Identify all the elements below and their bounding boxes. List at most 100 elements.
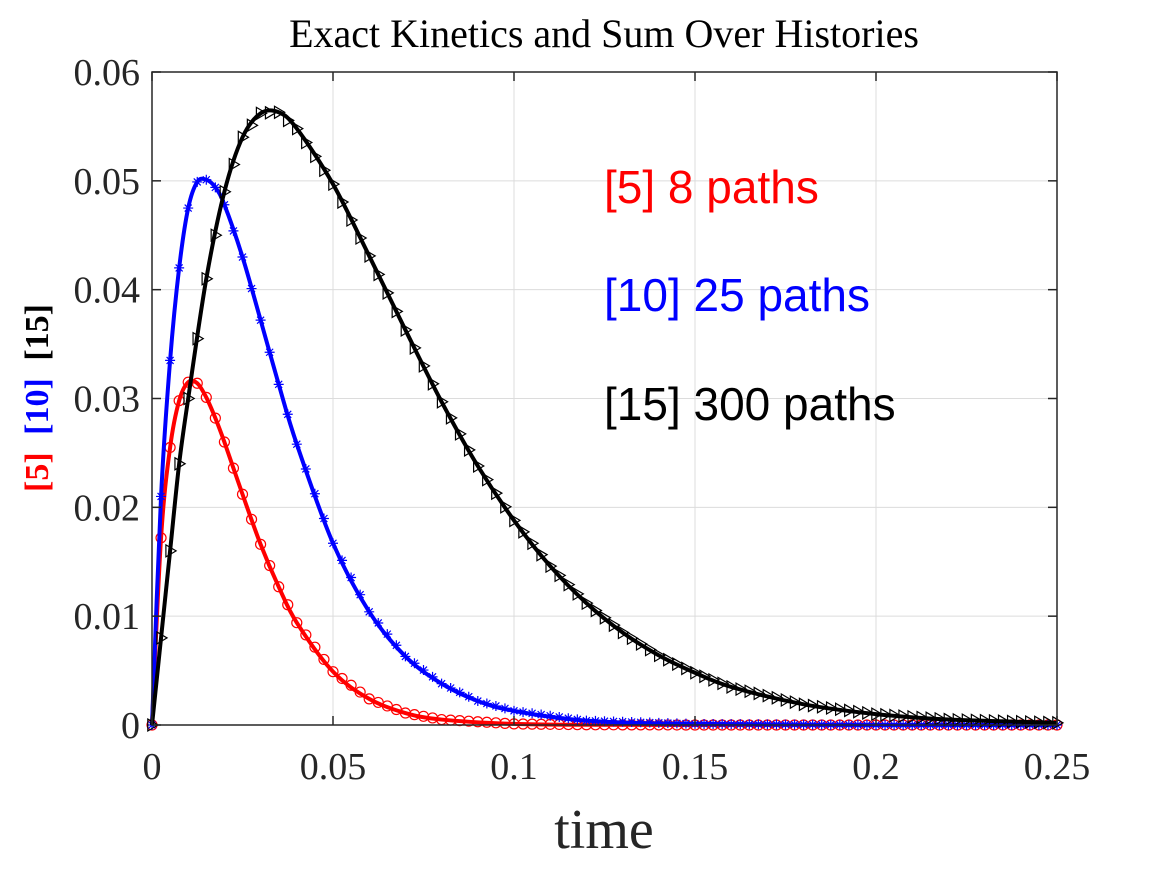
data-point xyxy=(499,703,510,714)
data-point xyxy=(970,713,983,728)
data-point xyxy=(210,228,223,243)
data-point xyxy=(473,458,485,474)
data-point xyxy=(545,559,558,574)
data-point xyxy=(245,513,258,525)
data-point xyxy=(717,719,728,730)
annotation-5-paths: [5] 8 paths xyxy=(604,161,819,213)
data-point xyxy=(291,439,302,450)
data-point xyxy=(617,716,628,727)
data-point xyxy=(454,426,467,441)
data-point xyxy=(527,536,540,551)
data-point xyxy=(997,714,1010,729)
data-point xyxy=(907,709,920,724)
data-point xyxy=(518,707,529,718)
data-point xyxy=(672,657,685,672)
tick-labels: 0 0.05 0.1 0.15 0.2 0.25 0 0.01 0.02 0.03 0.04 0.05… xyxy=(74,52,1091,788)
data-point xyxy=(671,718,682,729)
data-point xyxy=(426,712,439,724)
data-point xyxy=(183,391,196,406)
data-point xyxy=(554,711,565,722)
data-point xyxy=(798,697,811,712)
data-point xyxy=(644,642,657,657)
data-point xyxy=(264,347,275,358)
data-point xyxy=(409,658,420,669)
data-point xyxy=(200,391,212,404)
data-point xyxy=(699,718,710,729)
data-point xyxy=(147,717,160,733)
data-point xyxy=(227,462,240,474)
y-tick-label: 0.06 xyxy=(74,52,141,94)
data-point xyxy=(336,672,348,685)
data-point xyxy=(635,717,646,728)
data-point xyxy=(273,379,284,390)
x-tick-label: 0.1 xyxy=(490,746,538,788)
data-point xyxy=(328,538,338,549)
data-point xyxy=(418,665,429,676)
data-point xyxy=(1052,715,1065,730)
data-point xyxy=(408,709,421,721)
data-point xyxy=(708,672,721,687)
data-point xyxy=(925,711,938,726)
y-axis-label: [5] [10] [15] xyxy=(19,304,56,492)
data-point xyxy=(210,182,221,193)
data-point xyxy=(219,184,232,199)
x-tick-label: 0.2 xyxy=(852,746,900,788)
data-point xyxy=(391,640,402,651)
data-point xyxy=(174,456,187,471)
data-point xyxy=(373,267,386,282)
x-tick-label: 0.15 xyxy=(662,746,729,788)
data-point xyxy=(753,686,766,701)
data-point xyxy=(780,692,793,708)
data-point xyxy=(626,717,637,728)
data-point xyxy=(382,285,395,300)
data-point xyxy=(309,488,320,499)
y-label-part-10: [10] xyxy=(19,378,56,435)
grid-lines xyxy=(152,72,1057,725)
data-point xyxy=(490,700,501,711)
data-point xyxy=(273,581,285,593)
data-point xyxy=(255,315,266,326)
data-point xyxy=(726,679,739,694)
data-point xyxy=(264,105,277,120)
data-point xyxy=(201,174,212,185)
data-point xyxy=(590,715,601,726)
data-point xyxy=(463,442,476,457)
data-point xyxy=(273,105,286,120)
data-point xyxy=(246,118,259,133)
data-point xyxy=(825,700,838,716)
data-point xyxy=(617,625,630,640)
data-point xyxy=(536,547,549,562)
data-point xyxy=(626,631,639,646)
chart-title: Exact Kinetics and Sum Over Histories xyxy=(289,11,919,56)
data-point xyxy=(708,719,719,730)
data-point xyxy=(236,488,249,500)
data-point xyxy=(382,629,393,640)
data-point xyxy=(165,355,176,366)
data-point xyxy=(318,513,329,524)
data-point xyxy=(898,709,911,724)
data-point xyxy=(346,212,359,228)
data-point xyxy=(282,409,293,420)
data-point xyxy=(554,568,567,583)
data-point xyxy=(291,617,303,629)
data-point xyxy=(699,669,712,684)
data-point xyxy=(337,555,348,566)
data-point xyxy=(771,690,784,705)
data-point xyxy=(282,113,295,128)
data-point xyxy=(445,682,456,693)
data-point xyxy=(680,718,691,729)
data-point xyxy=(563,713,574,724)
data-point xyxy=(481,716,493,728)
data-point xyxy=(862,705,875,720)
data-point xyxy=(735,719,746,730)
data-point xyxy=(355,589,366,600)
data-point xyxy=(445,410,458,425)
data-point xyxy=(228,225,239,236)
data-point xyxy=(255,106,268,121)
data-point xyxy=(599,716,610,727)
data-point xyxy=(662,718,673,729)
data-point xyxy=(563,577,576,592)
data-point xyxy=(979,713,992,728)
data-point xyxy=(517,718,529,730)
data-point xyxy=(400,651,411,662)
